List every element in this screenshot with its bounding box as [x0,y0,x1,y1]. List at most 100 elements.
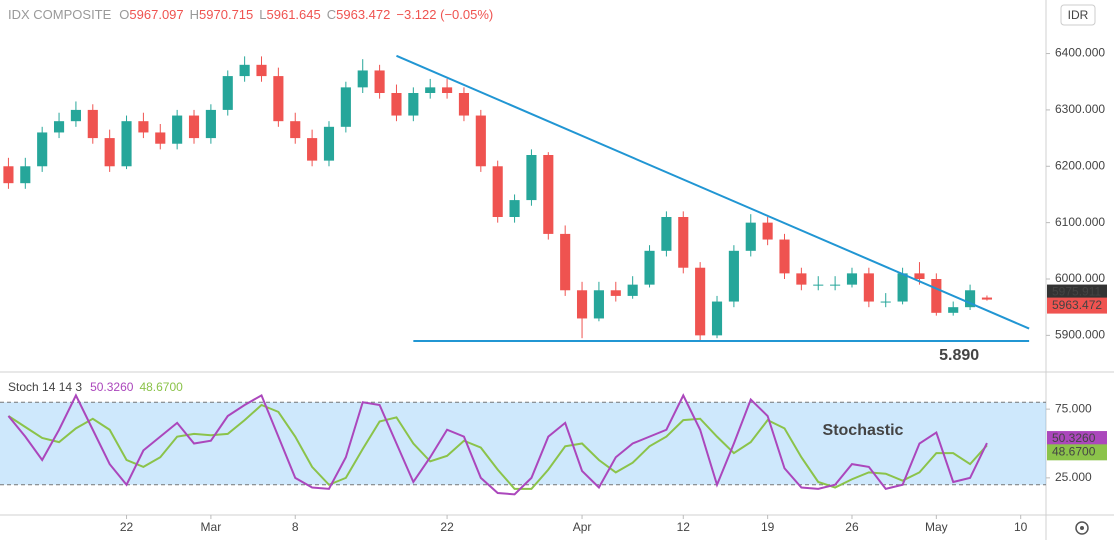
candle-body [53,121,65,133]
k-value: 50.3260 [90,380,134,394]
candle-body [509,200,520,217]
x-tick-label: 12 [677,520,691,534]
candle-body [104,138,115,167]
high-prefix: H [190,7,199,22]
close-prefix: C [327,7,336,22]
y-tick-label: 6200.000 [1055,158,1105,172]
candle-body [307,138,318,161]
candle-body [458,93,470,116]
candle-body [492,166,503,217]
x-tick-label: 22 [440,520,454,534]
y-tick-label: 75.000 [1055,401,1092,415]
candle-body [340,87,351,127]
candle-body [593,290,604,319]
candle-body [87,109,98,139]
candle-body [813,284,824,286]
candle-body [779,239,790,274]
y-tick-label: 6400.000 [1055,46,1105,60]
candle-body [695,267,706,336]
candle-body [3,166,14,184]
stoch-band [0,402,1046,485]
candle-body [576,290,588,319]
d-value: 48.6700 [139,380,183,394]
candle-body [172,115,183,144]
open-prefix: O [119,7,129,22]
gear[interactable] [1075,521,1089,535]
annotation: Stochastic [823,422,904,439]
candle-body [256,64,267,77]
candle-body [863,273,874,302]
candle-body [425,87,436,93]
low-value: 5961.645 [267,7,321,22]
candle-body [965,290,976,308]
low-prefix: L [259,7,266,22]
candle-body [627,284,638,296]
candle-body [644,250,655,285]
candle-body [830,284,841,286]
candle-body [931,279,942,313]
candle-body [610,290,621,296]
trendline [396,54,1030,330]
close-value: 5963.472 [336,7,390,22]
candle-body [290,121,301,139]
candle-body [323,126,335,161]
stoch-line [7,393,988,496]
candle-body [711,301,723,336]
price-marker: 5975.911 [1052,285,1101,299]
x-tick-label: Apr [573,520,592,534]
gear-center[interactable] [1080,526,1084,530]
candle-body [914,273,925,279]
candle-body [661,217,672,251]
indicator-name: Stoch 14 14 3 [8,380,82,394]
candle-body [70,109,81,122]
candle-body [273,76,284,122]
y-tick-label: 6300.000 [1055,102,1105,116]
indicator-tag-box [1047,431,1107,448]
x-tick-label: 22 [120,520,134,534]
candle-body [678,217,689,268]
open-value: 5967.097 [129,7,183,22]
candle-body [374,70,385,93]
stoch-line [7,403,988,490]
candle-body [222,76,233,110]
last-price: 5963.472 [1052,298,1102,312]
candle-body [205,109,216,139]
currency-button[interactable] [1060,4,1096,26]
candle-body [391,93,402,116]
x-tick-label: 19 [761,520,775,534]
candle-body [526,155,537,201]
y-tick-label: 25.000 [1055,470,1092,484]
change: −3.122 (−0.05%) [396,7,493,22]
indicator-title: Stoch 14 14 3 50.3260 48.6700 [8,380,183,394]
currency[interactable]: IDR [1068,8,1089,22]
candle-body [948,307,959,313]
symbol: IDX COMPOSITE [8,7,112,22]
candle-body [138,121,149,133]
support-label: 5.890 [939,347,979,364]
indicator-tag: 50.3260 [1052,431,1096,445]
y-tick-label: 5900.000 [1055,328,1105,342]
candle-body [442,87,453,93]
indicator-tag-box [1047,444,1107,461]
x-tick-label: 10 [1014,520,1028,534]
candle-body [796,273,807,285]
candle-body [897,273,908,302]
settings-icon[interactable] [1075,521,1089,535]
candle-body [357,70,368,88]
indicator-tag: 48.6700 [1052,445,1096,459]
candle-body [762,222,773,240]
candle-body [20,166,31,184]
high-value: 5970.715 [199,7,253,22]
candle-body [745,222,756,251]
last-price-box [1047,297,1107,314]
candle-body [239,64,250,77]
x-tick-label: 8 [292,520,299,534]
candle-body [880,301,891,303]
y-tick-label: 6000.000 [1055,271,1105,285]
candle-body [408,93,419,116]
candle-body [37,132,48,167]
x-tick-label: May [925,520,948,534]
candle-body [543,155,554,234]
